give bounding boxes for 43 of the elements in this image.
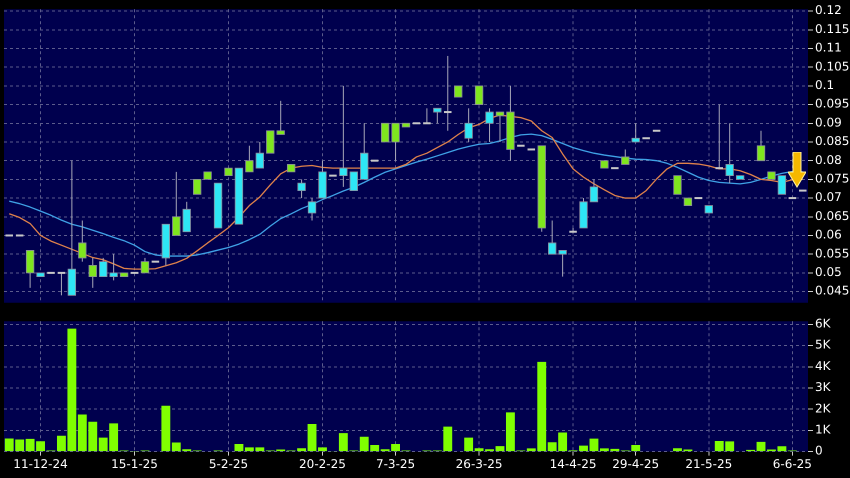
y-tick-label: 0.105	[815, 59, 850, 74]
y-tick-label: 3K	[815, 380, 832, 394]
candlestick	[715, 104, 724, 170]
bar	[725, 441, 734, 452]
candlestick	[756, 130, 766, 162]
candlestick	[423, 108, 431, 124]
y-tick-label: 0.09	[815, 115, 842, 130]
y-tick-label: 0	[815, 444, 823, 458]
y-tick-label: 0.115	[815, 22, 850, 36]
y-tick-label: 0.06	[815, 228, 842, 242]
x-tick-label: 21-5-25	[685, 456, 732, 471]
y-tick-label: 0.12	[815, 3, 842, 18]
y-tick-label: 5K	[815, 338, 832, 352]
y-tick-label: 1K	[815, 422, 832, 437]
y-tick-label: 0.08	[815, 152, 842, 167]
y-tick-label: 6K	[815, 316, 832, 331]
bar	[714, 441, 724, 452]
x-tick-label: 15-1-25	[111, 456, 158, 471]
y-tick-label: 0.085	[815, 134, 850, 148]
y-tick-label: 0.11	[815, 40, 842, 55]
y-tick-label: 0.05	[815, 265, 842, 280]
y-tick-label: 0.045	[815, 284, 850, 298]
y-tick-label: 0.075	[815, 172, 850, 186]
bar	[88, 422, 98, 452]
bar	[631, 445, 640, 452]
x-tick-label: 20-2-25	[299, 456, 346, 471]
y-tick-label: 0.055	[815, 246, 850, 260]
y-tick-label: 0.07	[815, 190, 842, 204]
candlestick	[444, 55, 452, 132]
y-tick-label: 0.065	[815, 208, 850, 223]
candlestick	[58, 272, 66, 296]
y-tick-label: 2K	[815, 401, 832, 416]
x-tick-label: 6-6-25	[772, 456, 812, 471]
x-tick-label: 5-2-25	[208, 456, 248, 471]
y-tick-label: 0.095	[815, 96, 850, 111]
x-tick-label: 26-3-25	[456, 456, 503, 471]
x-tick-label: 29-4-25	[612, 456, 660, 471]
candlestick	[391, 122, 400, 162]
y-tick-label: 0.1	[815, 78, 834, 92]
x-tick-label: 11-12-24	[13, 456, 68, 471]
x-tick-label: 14-4-25	[550, 456, 596, 471]
y-tick-label: 4K	[815, 358, 832, 373]
x-tick-label: 7-3-25	[376, 456, 416, 471]
